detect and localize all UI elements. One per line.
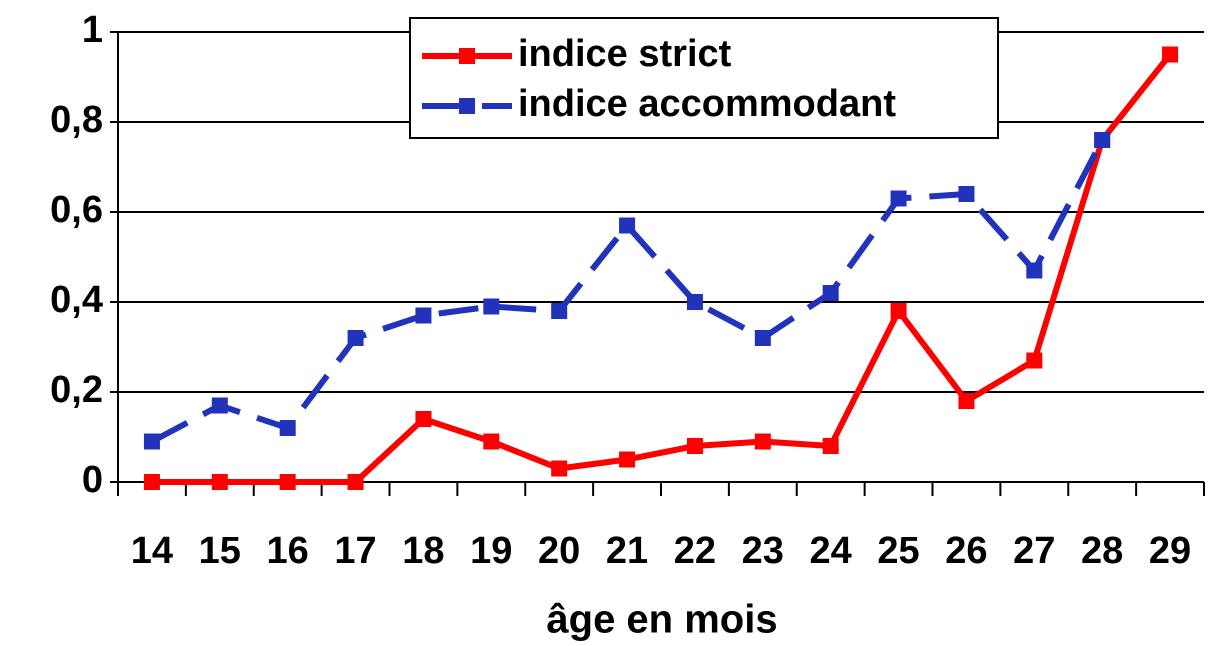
y-tick-label: 0,6 bbox=[50, 189, 103, 231]
marker bbox=[143, 433, 160, 450]
marker bbox=[483, 433, 500, 450]
marker bbox=[347, 474, 364, 490]
x-tick-label: 24 bbox=[810, 530, 852, 572]
x-tick-label: 25 bbox=[877, 530, 919, 572]
y-tick-label: 0,4 bbox=[50, 279, 103, 321]
legend-marker bbox=[459, 48, 475, 64]
marker bbox=[958, 393, 975, 409]
marker bbox=[890, 303, 907, 319]
marker bbox=[551, 303, 568, 319]
marker bbox=[347, 330, 364, 346]
x-tick-label: 21 bbox=[606, 530, 648, 572]
marker bbox=[754, 433, 771, 450]
legend-label: indice strict bbox=[518, 33, 732, 75]
marker bbox=[1026, 352, 1043, 369]
marker bbox=[551, 460, 568, 477]
x-tick-label: 29 bbox=[1149, 530, 1191, 572]
x-tick-label: 22 bbox=[674, 530, 716, 572]
marker bbox=[686, 438, 703, 454]
marker bbox=[890, 190, 907, 207]
marker bbox=[415, 411, 432, 427]
x-tick-label: 28 bbox=[1081, 530, 1123, 572]
marker bbox=[958, 186, 975, 202]
x-tick-label: 20 bbox=[538, 530, 580, 572]
x-tick-label: 19 bbox=[470, 530, 512, 572]
legend-box bbox=[409, 17, 999, 139]
series-line bbox=[150, 138, 1105, 445]
marker bbox=[754, 330, 771, 346]
x-tick-label: 15 bbox=[199, 530, 241, 572]
y-tick-label: 0,8 bbox=[50, 99, 103, 141]
marker bbox=[279, 420, 296, 436]
marker bbox=[1026, 262, 1043, 279]
x-axis-label: âge en mois bbox=[546, 598, 777, 642]
series-line bbox=[151, 52, 1173, 485]
marker bbox=[1094, 132, 1111, 148]
legend-label: indice accommodant bbox=[518, 83, 896, 125]
marker bbox=[483, 298, 500, 315]
x-tick-label: 14 bbox=[131, 530, 173, 572]
marker bbox=[143, 474, 160, 490]
marker bbox=[619, 451, 636, 468]
marker bbox=[686, 294, 703, 310]
legend-marker bbox=[459, 98, 475, 114]
marker bbox=[279, 474, 296, 490]
x-tick-label: 16 bbox=[267, 530, 309, 572]
y-tick-label: 0,2 bbox=[50, 369, 103, 411]
y-tick-label: 0 bbox=[82, 459, 103, 501]
marker bbox=[822, 438, 839, 454]
marker bbox=[415, 307, 432, 324]
y-tick-label: 1 bbox=[82, 9, 103, 51]
x-tick-label: 23 bbox=[742, 530, 784, 572]
marker bbox=[822, 285, 839, 301]
marker bbox=[1162, 46, 1179, 63]
marker bbox=[211, 397, 228, 414]
x-tick-label: 27 bbox=[1013, 530, 1055, 572]
x-tick-label: 17 bbox=[334, 530, 376, 572]
marker bbox=[211, 474, 228, 490]
x-tick-label: 26 bbox=[945, 530, 987, 572]
x-tick-label: 18 bbox=[402, 530, 444, 572]
marker bbox=[619, 217, 636, 234]
